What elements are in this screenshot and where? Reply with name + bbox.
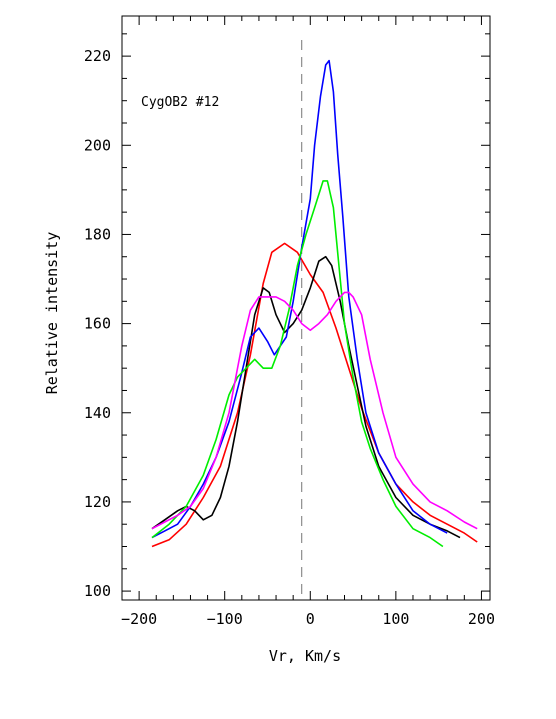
plot-frame-rect: [121, 15, 491, 601]
series-line-2: [151, 255, 461, 539]
series-line-3: [151, 59, 448, 539]
x-axis-title: Vr, Km/s: [269, 647, 341, 665]
x-tick-label: −100: [207, 610, 243, 628]
y-tick-label: 120: [84, 493, 111, 511]
ticks-group: [122, 16, 490, 600]
series-line-5: [151, 291, 478, 530]
x-tick-label: −200: [121, 610, 157, 628]
x-tick-label: 200: [468, 610, 495, 628]
y-tick-label: 160: [84, 315, 111, 333]
series-line-4: [151, 180, 444, 548]
series-group: [151, 59, 478, 548]
plot-frame: [121, 15, 491, 601]
y-axis-title: Relative intensity: [43, 232, 61, 395]
y-tick-label: 100: [84, 582, 111, 600]
series-line-1: [151, 242, 478, 548]
y-tick-label: 180: [84, 225, 111, 243]
y-tick-label: 140: [84, 404, 111, 422]
x-tick-label: 100: [382, 610, 409, 628]
tick-labels-group: −200 −100 0 100 200 100 120 140 160 180 200 220: [84, 47, 495, 628]
y-tick-label: 200: [84, 136, 111, 154]
x-tick-label: 0: [306, 610, 315, 628]
chart-annotation: CygOB2 #12: [141, 95, 219, 110]
y-tick-label: 220: [84, 47, 111, 65]
